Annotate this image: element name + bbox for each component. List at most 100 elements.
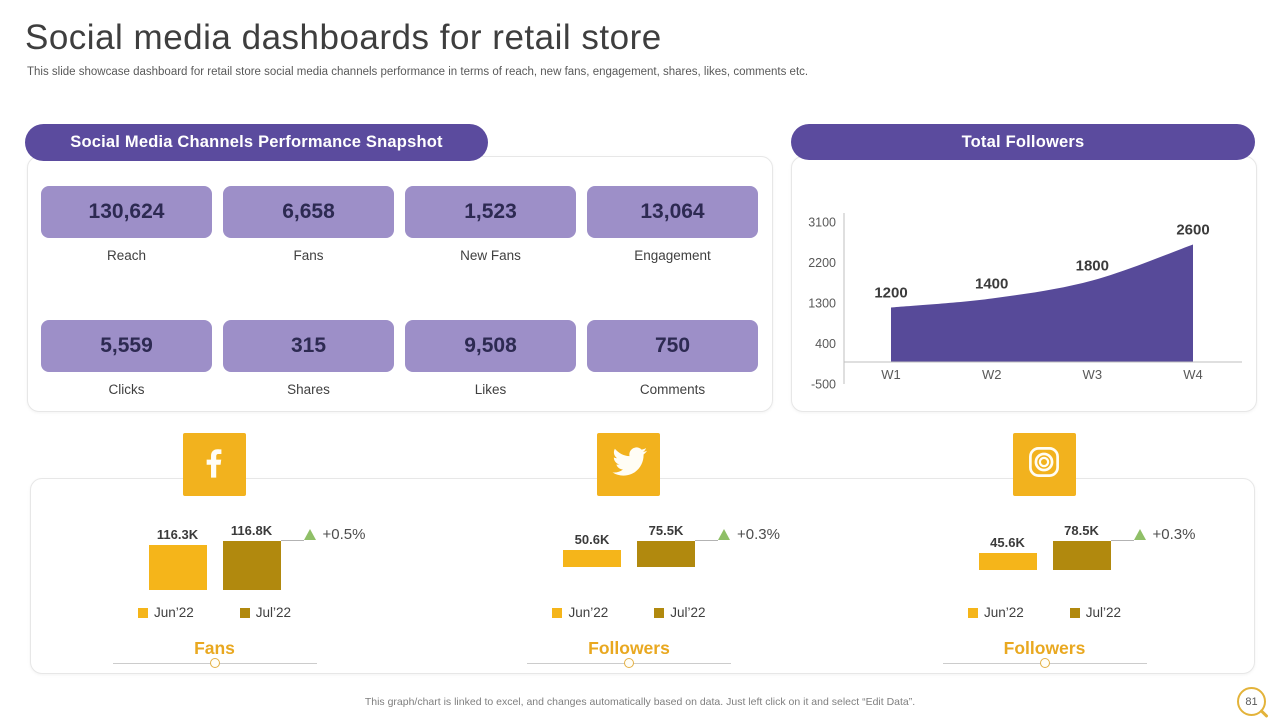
snapshot-card: 130,624 Reach 6,658 Fans 1,523 New Fans 13,064… — [27, 156, 773, 412]
page-number: 81 — [1245, 695, 1258, 708]
metric-name-label: Followers — [1003, 638, 1086, 658]
y-tick-label: 2200 — [808, 256, 836, 270]
metric-value-box: 9,508 — [405, 319, 576, 372]
total-followers-area-chart[interactable]: 3100 2200 1300 400 -500 W1 W2 W3 W4 1200 1400 1800 2… — [792, 157, 1254, 409]
bar-value-label: 116.8K — [230, 523, 273, 538]
metric-cell: 315 Shares — [223, 319, 394, 412]
area-series — [891, 244, 1193, 362]
data-label: 2600 — [1176, 222, 1209, 239]
metric-value: 315 — [290, 333, 327, 357]
legend-item: Jul’22 — [239, 605, 292, 620]
metric-value: 5,559 — [100, 333, 153, 357]
twitter-icon — [610, 443, 648, 486]
delta-label: +0.3% — [737, 526, 780, 543]
legend-swatch — [1069, 607, 1080, 618]
slider-handle — [624, 658, 634, 668]
increase-triangle-icon — [303, 529, 316, 540]
metric-value: 13,064 — [640, 200, 705, 223]
bar-jun — [978, 553, 1037, 570]
metric-value-box: 130,624 — [41, 186, 212, 238]
metric-value-box: 1,523 — [405, 186, 576, 238]
legend: Jun’22 Jul’22 — [865, 605, 1225, 620]
metric-value-box: 13,064 — [587, 186, 758, 238]
metric-label: New Fans — [460, 248, 521, 263]
twitter-icon-tile — [597, 433, 660, 496]
legend-label: Jul’22 — [255, 605, 292, 620]
footer-note: This graph/chart is linked to excel, and… — [364, 696, 916, 708]
legend-item: Jun’22 — [137, 605, 194, 620]
legend-label: Jul’22 — [1085, 605, 1122, 620]
metric-label: Likes — [474, 381, 507, 397]
y-tick-label: -500 — [811, 378, 836, 392]
metric-label: Clicks — [108, 381, 145, 397]
instagram-icon — [1025, 443, 1063, 486]
x-tick-label: W3 — [1083, 367, 1103, 382]
delta-connector-line — [695, 540, 718, 541]
delta-label: +0.5% — [322, 526, 366, 543]
y-tick-label: 400 — [815, 337, 836, 351]
metric-cell: 750 Comments — [587, 319, 758, 412]
legend-swatch — [654, 607, 665, 618]
bar-jul — [1052, 541, 1111, 570]
bar-group[interactable]: 50.6K 75.5K — [563, 523, 695, 567]
delta-connector-line — [280, 540, 304, 541]
x-tick-label: W1 — [881, 367, 901, 382]
bar-group[interactable]: 116.3K 116.8K — [148, 523, 281, 590]
metric-cell: 5,559 Clicks — [41, 319, 212, 412]
total-followers-card[interactable]: 3100 2200 1300 400 -500 W1 W2 W3 W4 1200 1400 1800 2… — [791, 156, 1257, 412]
metric-label: Shares — [287, 381, 330, 397]
twitter-chart-section[interactable]: 50.6K 75.5K +0.3% Jun’22 Jul’22 Followers — [449, 433, 809, 673]
data-label: 1200 — [874, 285, 907, 302]
instagram-chart-section[interactable]: 45.6K 78.5K +0.3% Jun’22 Jul’22 Followers — [865, 433, 1225, 673]
bar-value-label: 116.3K — [156, 527, 199, 542]
legend-item: Jul’22 — [1069, 605, 1122, 620]
metric-value-box: 750 — [587, 319, 758, 372]
social-charts-card: 116.3K 116.8K +0.5% Jun’22 Jul’22 Fans 50.6K 75… — [30, 433, 1255, 674]
y-tick-label: 3100 — [808, 216, 836, 230]
delta-connector-line — [1110, 540, 1134, 541]
metric-name-label: Fans — [194, 638, 235, 658]
metric-value-box: 6,658 — [223, 186, 394, 238]
snapshot-header-label: Social Media Channels Performance Snapsh… — [70, 133, 443, 151]
instagram-icon-tile — [1012, 433, 1076, 496]
x-tick-label: W4 — [1183, 367, 1203, 382]
bar-value-label: 78.5K — [1064, 523, 1099, 538]
legend: Jun’22 Jul’22 — [449, 605, 809, 620]
total-followers-header-pill: Total Followers — [791, 124, 1255, 160]
page-subtitle: This slide showcase dashboard for retail… — [27, 66, 809, 78]
metric-cell: 1,523 New Fans — [405, 186, 576, 278]
metric-cell: 130,624 Reach — [41, 186, 212, 278]
legend-item: Jun’22 — [967, 605, 1024, 620]
metric-value: 9,508 — [464, 333, 517, 357]
facebook-icon — [195, 443, 233, 486]
snapshot-header-pill: Social Media Channels Performance Snapsh… — [25, 124, 488, 161]
metric-label: Engagement — [634, 248, 711, 263]
facebook-chart-section[interactable]: 116.3K 116.8K +0.5% Jun’22 Jul’22 Fans — [35, 433, 395, 673]
legend-item: Jul’22 — [654, 605, 706, 620]
legend-label: Jun’22 — [153, 605, 194, 620]
metric-cell: 6,658 Fans — [223, 186, 394, 278]
legend-swatch — [552, 607, 563, 618]
legend-swatch — [967, 607, 978, 618]
metric-value-box: 5,559 — [41, 319, 212, 372]
legend-swatch — [137, 607, 148, 618]
increase-triangle-icon — [718, 529, 730, 540]
metric-value: 6,658 — [282, 200, 335, 223]
facebook-icon-tile — [182, 433, 246, 496]
x-tick-label: W2 — [982, 367, 1002, 382]
metric-name-label: Followers — [588, 638, 670, 658]
bar-group[interactable]: 45.6K 78.5K — [978, 523, 1111, 570]
legend-label: Jun’22 — [568, 605, 609, 620]
bar-jul — [637, 541, 695, 567]
page-number-badge: 81 — [1237, 687, 1266, 716]
slider-handle — [209, 658, 220, 668]
increase-triangle-icon — [1133, 529, 1146, 540]
y-tick-label: 1300 — [808, 297, 836, 311]
legend-item: Jun’22 — [552, 605, 608, 620]
metric-label: Comments — [639, 381, 706, 397]
delta-label: +0.3% — [1152, 526, 1196, 543]
total-followers-title: Total Followers — [961, 132, 1085, 151]
bar-jun — [148, 545, 207, 590]
metric-value-box: 315 — [223, 319, 394, 372]
